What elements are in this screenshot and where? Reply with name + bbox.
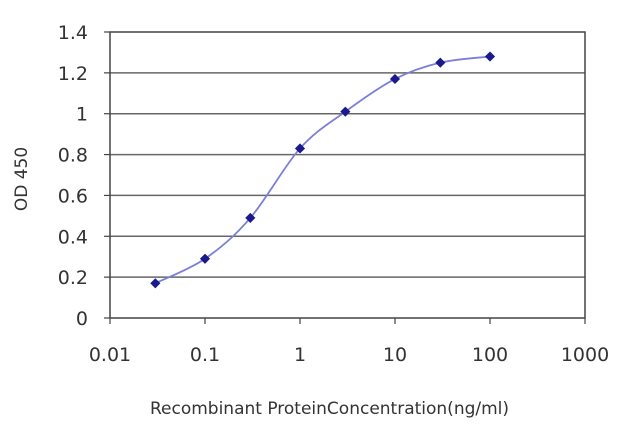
data-point xyxy=(340,106,351,117)
data-point xyxy=(150,278,161,289)
data-point xyxy=(435,57,446,68)
y-tick-label: 0.6 xyxy=(58,185,88,207)
y-tick-label: 0.8 xyxy=(58,145,88,167)
series xyxy=(150,51,496,289)
x-tick-label: 0.1 xyxy=(190,344,220,366)
x-tick-label: 10 xyxy=(383,344,407,366)
x-tick-labels: 0.01 0.1 1 10 100 1000 xyxy=(89,344,609,366)
x-tick-label: 0.01 xyxy=(89,344,131,366)
data-point xyxy=(389,73,401,85)
x-tick-label: 100 xyxy=(472,344,508,366)
y-tick-label: 1 xyxy=(76,104,88,126)
y-tick-label: 1.4 xyxy=(58,22,88,44)
y-axis-label: OD 450 xyxy=(12,147,32,211)
series-line xyxy=(154,55,491,285)
data-point xyxy=(199,253,211,264)
data-point xyxy=(484,51,496,62)
x-axis-label: Recombinant ProteinConcentration(ng/ml) xyxy=(150,399,509,419)
y-tick-labels: 0 0.2 0.4 0.6 0.8 1 1.2 1.4 xyxy=(58,22,88,330)
plot-frame xyxy=(109,31,586,319)
data-point xyxy=(245,212,256,223)
x-tick-label: 1 xyxy=(294,344,306,366)
grid-lines xyxy=(104,31,586,324)
data-point xyxy=(294,143,306,154)
y-tick-label: 0.2 xyxy=(58,267,88,289)
y-tick-label: 1.2 xyxy=(58,63,88,85)
x-tick-label: 1000 xyxy=(561,344,609,366)
y-tick-label: 0.4 xyxy=(58,226,88,248)
y-tick-label: 0 xyxy=(76,308,88,330)
